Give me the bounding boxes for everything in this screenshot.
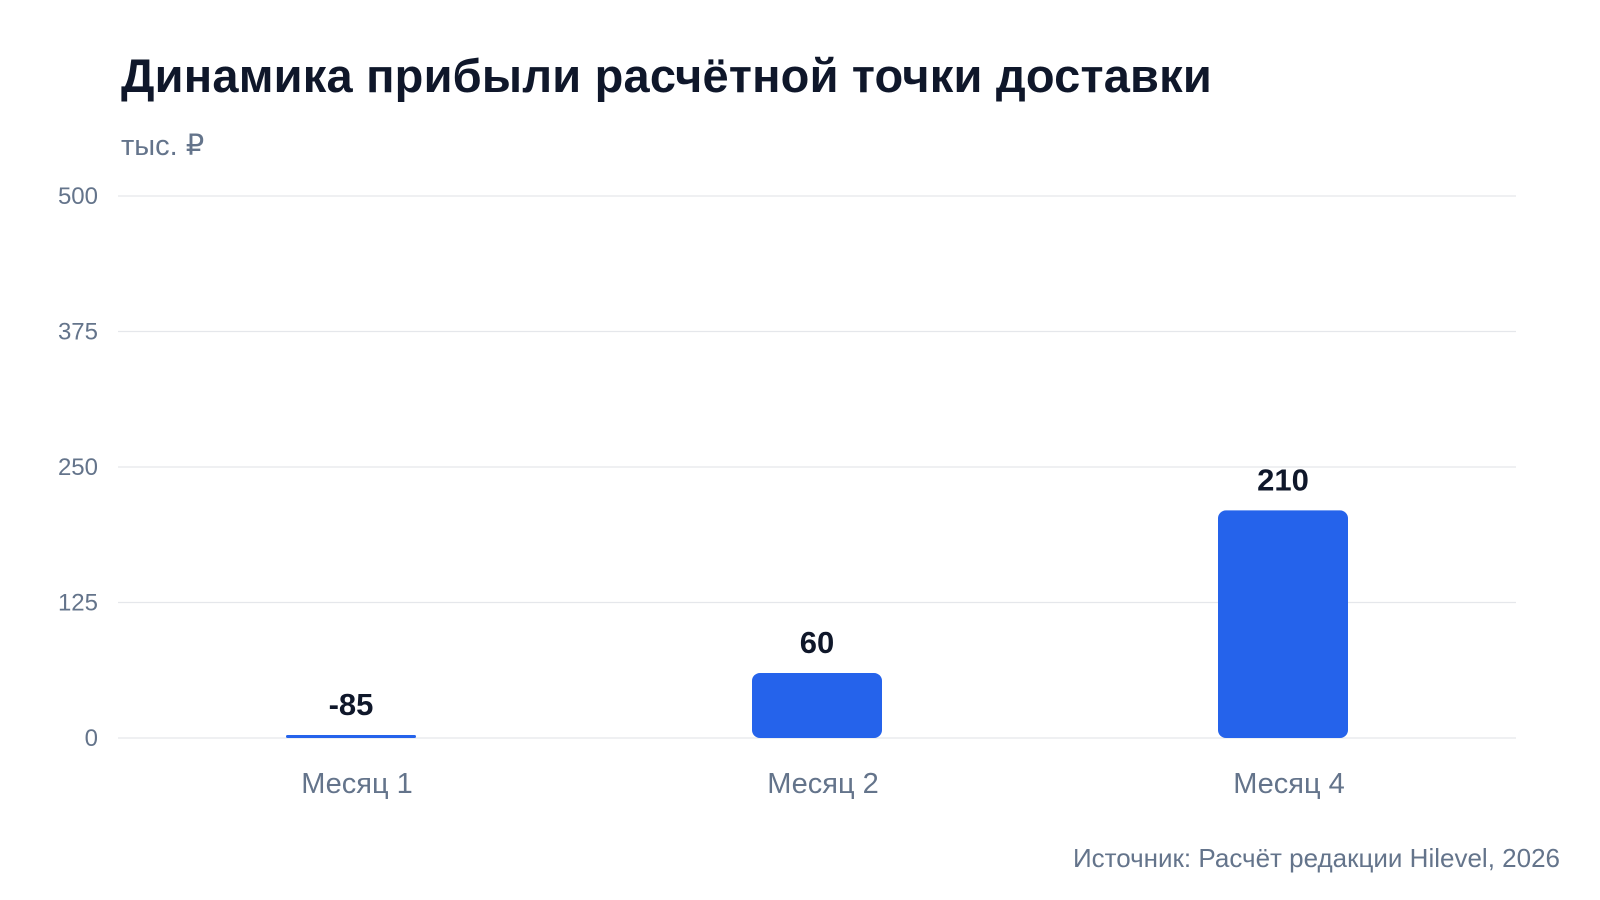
bars [286,510,1348,738]
category-label-1: Месяц 1 [301,768,413,800]
y-tick-label: 125 [58,590,98,617]
value-labels: -85 60 210 [329,462,1309,722]
y-tick-label: 375 [58,319,98,346]
source-note: Источник: Расчёт редакции Hilevel, 2026 [1072,843,1560,873]
bar-3 [1218,510,1348,738]
bar-1 [286,735,416,738]
y-axis-ticks: 0 125 250 375 500 [58,183,98,752]
value-label-3: 210 [1257,462,1309,497]
value-label-2: 60 [800,625,834,660]
y-tick-label: 500 [58,183,98,210]
category-label-2: Месяц 2 [767,768,879,800]
category-label-3: Месяц 4 [1233,768,1345,800]
value-label-1: -85 [329,687,374,722]
y-tick-label: 0 [85,725,98,752]
chart-title: Динамика прибыли расчётной точки доставк… [121,49,1212,102]
bar-2 [752,672,882,738]
x-axis-categories: Месяц 1 Месяц 2 Месяц 4 [301,768,1345,800]
y-tick-label: 250 [58,454,98,481]
unit-label: тыс. ₽ [121,130,205,162]
